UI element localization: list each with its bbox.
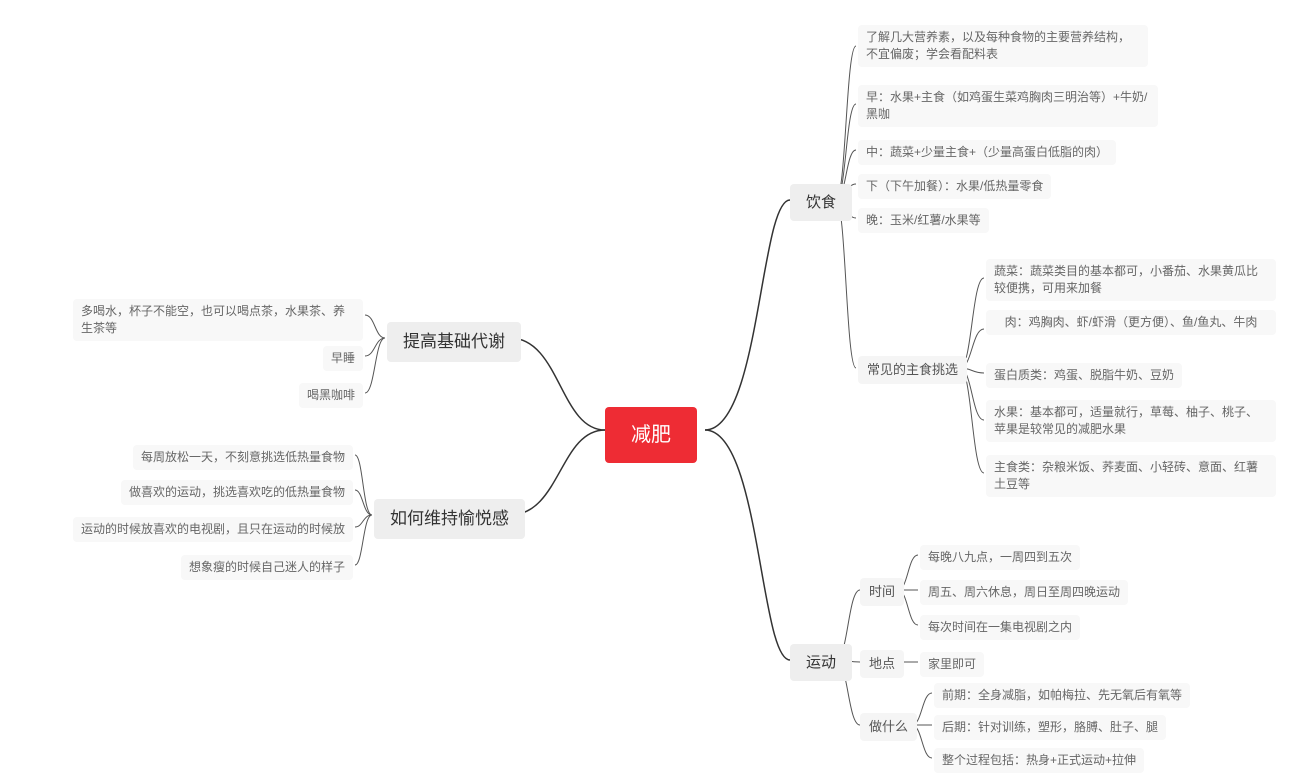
sub-label: 常见的主食挑选	[867, 361, 958, 379]
leaf-diet-2[interactable]: 中：蔬菜+少量主食+（少量高蛋白低脂的肉）	[858, 140, 1116, 165]
leaf-text: 每周放松一天，不刻意挑选低热量食物	[141, 449, 345, 466]
branch-exercise[interactable]: 运动	[790, 644, 852, 681]
leaf-text: 肉：鸡胸肉、虾/虾滑（更方便）、鱼/鱼丸、牛肉	[1005, 314, 1258, 331]
leaf-text: 中：蔬菜+少量主食+（少量高蛋白低脂的肉）	[866, 144, 1108, 161]
leaf-what-1[interactable]: 后期：针对训练，塑形，胳膊、肚子、腿	[934, 715, 1166, 740]
leaf-time-0[interactable]: 每晚八九点，一周四到五次	[920, 545, 1080, 570]
leaf-diet-3[interactable]: 下（下午加餐）：水果/低热量零食	[858, 174, 1051, 199]
leaf-text: 做喜欢的运动，挑选喜欢吃的低热量食物	[129, 484, 345, 501]
leaf-text: 晚：玉米/红薯/水果等	[866, 212, 981, 229]
branch-label: 如何维持愉悦感	[390, 507, 509, 531]
leaf-text: 想象瘦的时候自己迷人的样子	[189, 559, 345, 576]
branch-label: 提高基础代谢	[403, 330, 505, 354]
branch-diet[interactable]: 饮食	[790, 184, 852, 221]
leaf-happiness-0[interactable]: 每周放松一天，不刻意挑选低热量食物	[133, 445, 353, 470]
leaf-metabolism-1[interactable]: 早睡	[323, 346, 363, 371]
leaf-staples-4[interactable]: 主食类：杂粮米饭、荞麦面、小轻砖、意面、红薯土豆等	[986, 455, 1276, 497]
leaf-text: 早睡	[331, 350, 355, 367]
leaf-text: 运动的时候放喜欢的电视剧，且只在运动的时候放	[81, 521, 345, 538]
leaf-text: 喝黑咖啡	[307, 387, 355, 404]
leaf-metabolism-2[interactable]: 喝黑咖啡	[299, 383, 363, 408]
leaf-text: 前期：全身减脂，如帕梅拉、先无氧后有氧等	[942, 687, 1182, 704]
sub-place[interactable]: 地点	[860, 650, 904, 678]
leaf-place[interactable]: 家里即可	[920, 652, 984, 677]
branch-happiness[interactable]: 如何维持愉悦感	[374, 499, 525, 539]
leaf-what-2[interactable]: 整个过程包括：热身+正式运动+拉伸	[934, 748, 1144, 773]
leaf-happiness-2[interactable]: 运动的时候放喜欢的电视剧，且只在运动的时候放	[73, 517, 353, 542]
leaf-text: 多喝水，杯子不能空，也可以喝点茶，水果茶、养生茶等	[81, 303, 355, 337]
leaf-happiness-1[interactable]: 做喜欢的运动，挑选喜欢吃的低热量食物	[121, 480, 353, 505]
leaf-text: 周五、周六休息，周日至周四晚运动	[928, 584, 1120, 601]
leaf-text: 蔬菜：蔬菜类目的基本都可，小番茄、水果黄瓜比较便携，可用来加餐	[994, 263, 1268, 297]
leaf-happiness-3[interactable]: 想象瘦的时候自己迷人的样子	[181, 555, 353, 580]
leaf-staples-1[interactable]: 肉：鸡胸肉、虾/虾滑（更方便）、鱼/鱼丸、牛肉	[986, 310, 1276, 335]
leaf-text: 每次时间在一集电视剧之内	[928, 619, 1072, 636]
leaf-text: 蛋白质类：鸡蛋、脱脂牛奶、豆奶	[994, 367, 1174, 384]
leaf-text: 家里即可	[928, 656, 976, 673]
leaf-metabolism-0[interactable]: 多喝水，杯子不能空，也可以喝点茶，水果茶、养生茶等	[73, 299, 363, 341]
leaf-time-2[interactable]: 每次时间在一集电视剧之内	[920, 615, 1080, 640]
leaf-text: 主食类：杂粮米饭、荞麦面、小轻砖、意面、红薯土豆等	[994, 459, 1268, 493]
leaf-text: 水果：基本都可，适量就行，草莓、柚子、桃子、苹果是较常见的减肥水果	[994, 404, 1268, 438]
leaf-staples-0[interactable]: 蔬菜：蔬菜类目的基本都可，小番茄、水果黄瓜比较便携，可用来加餐	[986, 259, 1276, 301]
sub-label: 时间	[869, 583, 895, 601]
mindmap-root[interactable]: 减肥	[605, 407, 697, 463]
leaf-diet-4[interactable]: 晚：玉米/红薯/水果等	[858, 208, 989, 233]
sub-what[interactable]: 做什么	[860, 713, 917, 741]
leaf-text: 每晚八九点，一周四到五次	[928, 549, 1072, 566]
sub-staples[interactable]: 常见的主食挑选	[858, 356, 967, 384]
root-label: 减肥	[631, 421, 671, 449]
branch-metabolism[interactable]: 提高基础代谢	[387, 322, 521, 362]
branch-label: 运动	[806, 652, 836, 673]
leaf-text: 后期：针对训练，塑形，胳膊、肚子、腿	[942, 719, 1158, 736]
leaf-staples-2[interactable]: 蛋白质类：鸡蛋、脱脂牛奶、豆奶	[986, 363, 1182, 388]
leaf-diet-0[interactable]: 了解几大营养素，以及每种食物的主要营养结构，不宜偏废；学会看配料表	[858, 25, 1148, 67]
leaf-text: 下（下午加餐）：水果/低热量零食	[866, 178, 1043, 195]
branch-label: 饮食	[806, 192, 836, 213]
leaf-diet-1[interactable]: 早：水果+主食（如鸡蛋生菜鸡胸肉三明治等）+牛奶/黑咖	[858, 85, 1158, 127]
leaf-time-1[interactable]: 周五、周六休息，周日至周四晚运动	[920, 580, 1128, 605]
leaf-what-0[interactable]: 前期：全身减脂，如帕梅拉、先无氧后有氧等	[934, 683, 1190, 708]
leaf-text: 整个过程包括：热身+正式运动+拉伸	[942, 752, 1136, 769]
leaf-text: 了解几大营养素，以及每种食物的主要营养结构，不宜偏废；学会看配料表	[866, 29, 1140, 63]
sub-time[interactable]: 时间	[860, 578, 904, 606]
leaf-text: 早：水果+主食（如鸡蛋生菜鸡胸肉三明治等）+牛奶/黑咖	[866, 89, 1150, 123]
sub-label: 做什么	[869, 718, 908, 736]
leaf-staples-3[interactable]: 水果：基本都可，适量就行，草莓、柚子、桃子、苹果是较常见的减肥水果	[986, 400, 1276, 442]
sub-label: 地点	[869, 655, 895, 673]
